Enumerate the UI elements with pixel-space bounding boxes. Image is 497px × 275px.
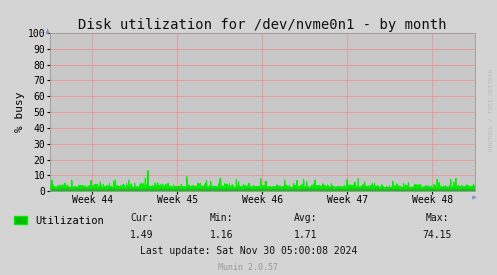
Text: Last update: Sat Nov 30 05:00:08 2024: Last update: Sat Nov 30 05:00:08 2024 [140, 246, 357, 256]
Text: Avg:: Avg: [294, 213, 318, 223]
Text: 1.16: 1.16 [209, 230, 233, 240]
Text: Min:: Min: [209, 213, 233, 223]
Legend: Utilization: Utilization [10, 211, 108, 230]
Text: 1.71: 1.71 [294, 230, 318, 240]
Text: Munin 2.0.57: Munin 2.0.57 [219, 263, 278, 272]
Text: 1.49: 1.49 [130, 230, 154, 240]
Title: Disk utilization for /dev/nvme0n1 - by month: Disk utilization for /dev/nvme0n1 - by m… [78, 18, 446, 32]
Text: Max:: Max: [425, 213, 449, 223]
Text: RRDTOOL / TOBI OETIKER: RRDTOOL / TOBI OETIKER [489, 69, 494, 151]
Text: 74.15: 74.15 [422, 230, 452, 240]
Y-axis label: % busy: % busy [15, 92, 25, 132]
Text: Cur:: Cur: [130, 213, 154, 223]
